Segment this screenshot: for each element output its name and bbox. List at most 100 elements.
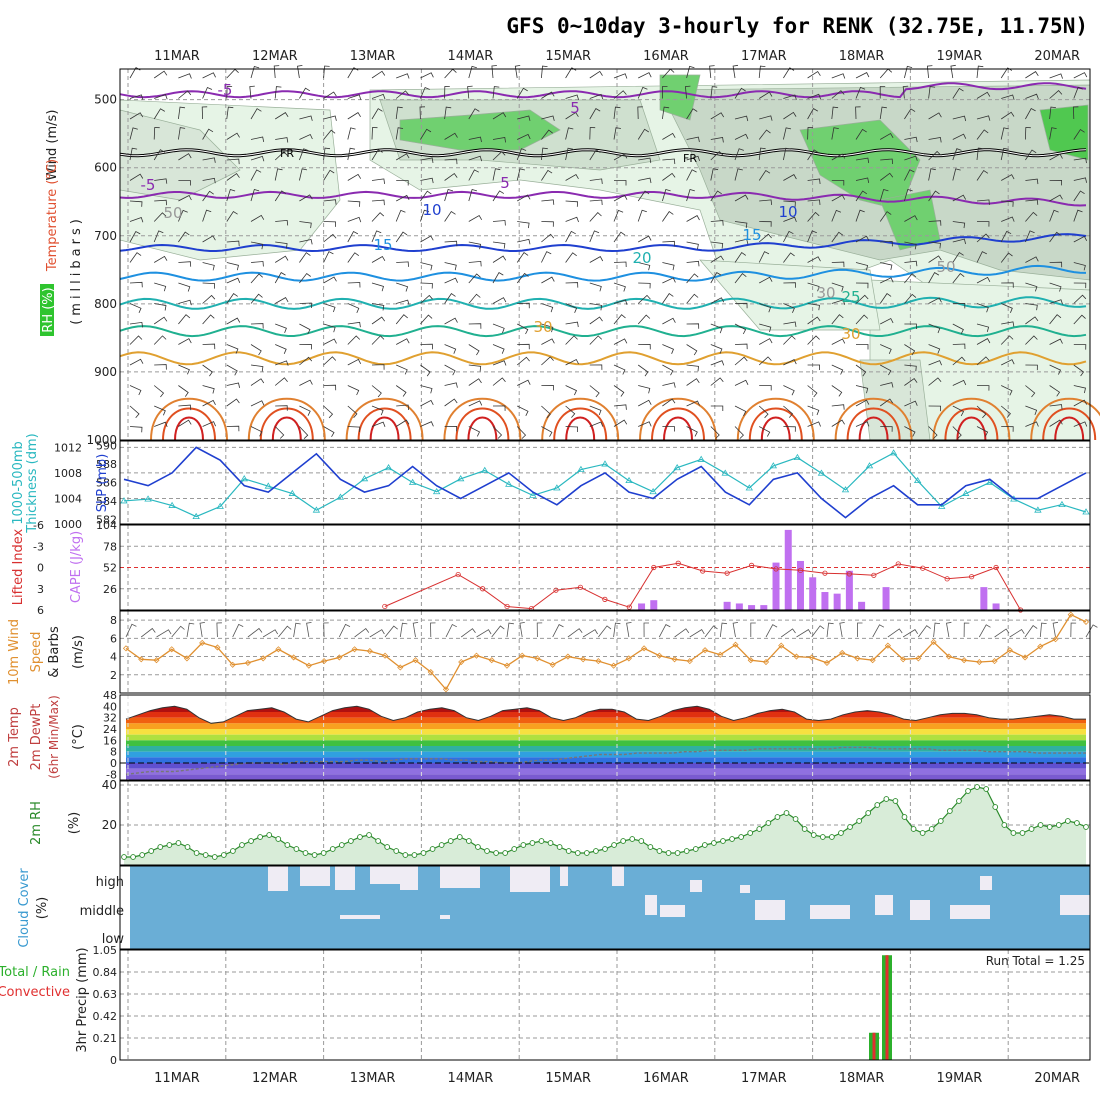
- rh-point: [438, 842, 445, 848]
- wind-barb: [178, 282, 191, 292]
- wind-barb: [783, 303, 795, 313]
- wind-barb: [178, 231, 190, 243]
- wind-barb-10m: [156, 629, 172, 638]
- wind-barb: [514, 65, 521, 79]
- wind-barb: [589, 93, 604, 100]
- wind-barb: [226, 425, 240, 432]
- wind-barb: [274, 377, 288, 386]
- wind-barb: [952, 221, 966, 229]
- wind-speed-point: [244, 659, 251, 666]
- rh-point: [493, 850, 499, 856]
- axis-tick-label: 600: [94, 161, 117, 175]
- bottom-date-label: 15MAR: [545, 1071, 591, 1086]
- wind-barb: [226, 173, 240, 181]
- rh-point: [711, 840, 717, 846]
- wind-barb: [831, 73, 846, 79]
- wind-barb: [1025, 405, 1038, 416]
- rh2m-unit: (%): [67, 812, 82, 835]
- wind-barb: [1025, 421, 1039, 427]
- lifted-index-point: [602, 596, 608, 602]
- wind-barb: [1073, 421, 1088, 427]
- wind-barb: [904, 378, 918, 386]
- wind-barb: [928, 168, 936, 181]
- axis-tick-label: 590: [96, 440, 117, 453]
- axis-tick-label: 4: [110, 651, 117, 664]
- rh-point: [556, 844, 563, 850]
- wind-barb: [662, 293, 674, 304]
- cape-bar: [992, 603, 1000, 610]
- cape-bar: [760, 605, 768, 610]
- lifted-index-point: [920, 565, 926, 571]
- rh-point: [121, 854, 127, 860]
- wind10m-label-line1: 10m Wind: [7, 619, 22, 685]
- wind-barb: [638, 72, 652, 79]
- wind-barb: [299, 356, 313, 366]
- wind-barb: [517, 405, 529, 416]
- lifted-index-point: [993, 564, 999, 571]
- wind-barb: [178, 261, 192, 267]
- bottom-date-label: 12MAR: [252, 1071, 298, 1086]
- top-date-label: 12MAR: [252, 49, 298, 64]
- cloud-gap: [810, 905, 850, 919]
- bottom-date-label: 13MAR: [350, 1071, 396, 1086]
- wind-barb: [1073, 399, 1088, 407]
- wind-barb: [444, 425, 457, 432]
- wind-barb: [202, 72, 216, 79]
- wind-barb: [589, 385, 600, 398]
- wind-barb: [565, 67, 577, 79]
- wind-barb: [1000, 127, 1009, 140]
- wind-barb: [371, 364, 385, 370]
- wind-barb: [928, 323, 941, 334]
- rh-point: [611, 842, 617, 848]
- wind-barb-10m: [1085, 624, 1098, 638]
- wind-barb-10m: [689, 629, 705, 638]
- temp-2m-line: [125, 705, 1086, 724]
- cape-bar: [821, 592, 829, 610]
- wind-barb: [396, 194, 410, 202]
- wind-barb: [1073, 72, 1088, 79]
- wind-barb: [468, 65, 477, 79]
- wind-barb: [637, 209, 647, 222]
- wind-speed-point: [183, 655, 191, 662]
- wind-speed-point: [519, 652, 526, 659]
- rh-point: [583, 850, 590, 856]
- wind-barb: [371, 70, 386, 79]
- wind-barb: [902, 85, 909, 99]
- wind-barb-10m: [412, 622, 419, 638]
- wind-barb: [347, 405, 358, 418]
- wind-barb: [275, 297, 289, 304]
- wind-barb: [759, 426, 771, 437]
- thickness-top-label: 1000-500mb: [11, 441, 26, 525]
- wind-barb: [250, 136, 265, 142]
- wind-barb: [492, 255, 507, 263]
- rh-point: [919, 830, 926, 836]
- wind-barb-10m: [476, 629, 492, 638]
- wind-barb: [904, 344, 916, 356]
- wind-barb: [976, 385, 990, 391]
- wind-barb: [686, 400, 700, 407]
- axis-tick-label: 700: [94, 229, 117, 243]
- wind-barb: [1049, 209, 1059, 222]
- temp-band: [126, 757, 1086, 763]
- axis-tick-label: 3: [37, 583, 44, 596]
- wind-barb: [637, 294, 651, 304]
- wind-barb: [855, 385, 869, 394]
- cloud-gap: [370, 866, 400, 884]
- rh-point: [1064, 818, 1071, 824]
- wind-speed-point: [229, 661, 236, 668]
- temp2m-unit: (°C): [71, 724, 86, 750]
- wind-barb: [541, 221, 554, 227]
- axis-tick-label: 6: [37, 604, 44, 617]
- chart-title: GFS 0~10day 3-hourly for RENK (32.75E, 1…: [506, 14, 1088, 38]
- wind-barb: [153, 255, 168, 263]
- wind-barb: [976, 251, 987, 263]
- wind-barb: [154, 364, 167, 370]
- wind-barb: [1025, 71, 1039, 79]
- wind-barb: [783, 335, 796, 345]
- wind-speed-point: [747, 657, 754, 664]
- wind-barb: [492, 86, 500, 99]
- wind-barb: [783, 405, 794, 418]
- thickness-point: [1082, 508, 1090, 515]
- wind-barb: [347, 230, 359, 243]
- wind-barb: [250, 426, 263, 437]
